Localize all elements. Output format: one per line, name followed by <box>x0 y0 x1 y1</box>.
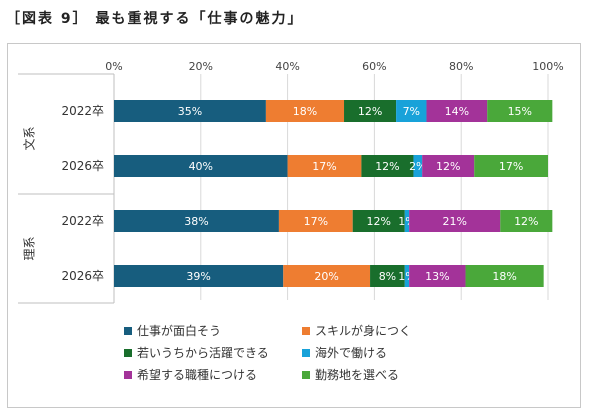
data-label: 12% <box>436 160 460 173</box>
legend-label: スキルが身につく <box>315 324 412 338</box>
category-label: 2026卒 <box>61 159 104 173</box>
legend-swatch <box>124 348 132 357</box>
bar-segment <box>370 265 405 287</box>
bar-segment <box>344 100 397 122</box>
data-label: 17% <box>499 160 523 173</box>
legend-item: 勤務地を選べる <box>302 366 399 383</box>
bar-segment <box>114 210 279 232</box>
legend-swatch <box>302 348 310 357</box>
group-label: 文系 <box>22 126 37 150</box>
data-label: 17% <box>304 215 328 228</box>
legend-label: 若いうちから活躍できる <box>137 346 269 360</box>
x-tick-label: 100% <box>532 60 563 73</box>
bar-segment <box>396 100 427 122</box>
x-tick-label: 20% <box>189 60 213 73</box>
data-label: 18% <box>293 105 317 118</box>
legend-item: 海外で働ける <box>302 344 387 361</box>
bar-segment <box>114 265 284 287</box>
bar-segment <box>114 100 266 122</box>
data-label: 18% <box>492 270 516 283</box>
x-tick-label: 40% <box>275 60 299 73</box>
bar-segment <box>278 210 353 232</box>
legend-item: 若いうちから活躍できる <box>124 344 269 361</box>
data-label: 12% <box>358 105 382 118</box>
bar-segment <box>409 265 466 287</box>
legend-swatch <box>302 326 310 335</box>
bar-segment <box>413 155 423 177</box>
legend-item: 仕事が面白そう <box>124 322 221 339</box>
chart-frame <box>7 43 581 408</box>
data-label: 40% <box>189 160 213 173</box>
bar-segment <box>487 100 553 122</box>
data-label: 20% <box>314 270 338 283</box>
data-label: 13% <box>425 270 449 283</box>
legend-label: 希望する職種につける <box>137 368 258 382</box>
category-label: 2026卒 <box>61 269 104 283</box>
legend-label: 仕事が面白そう <box>137 324 222 338</box>
bar-segment <box>426 100 488 122</box>
bar-segment <box>283 265 371 287</box>
group-label: 理系 <box>23 236 37 260</box>
bar-segment <box>361 155 414 177</box>
bar-segment <box>409 210 501 232</box>
figure-title: ［図表 9］ 最も重視する「仕事の魅力」 <box>6 11 304 27</box>
data-label: 17% <box>312 160 336 173</box>
category-label: 2022卒 <box>61 104 104 118</box>
data-label: 15% <box>508 105 532 118</box>
category-label: 2022卒 <box>61 214 104 228</box>
data-label: 35% <box>178 105 202 118</box>
x-tick-label: 0% <box>105 60 122 73</box>
data-label: 39% <box>186 270 210 283</box>
data-label: 14% <box>445 105 469 118</box>
bar-segment <box>265 100 345 122</box>
x-tick-label: 60% <box>362 60 386 73</box>
data-label: 7% <box>403 105 420 118</box>
bar-segment <box>352 210 405 232</box>
x-tick-label: 80% <box>449 60 473 73</box>
legend-item: 希望する職種につける <box>124 366 257 383</box>
bar-segment <box>114 155 288 177</box>
data-label: 38% <box>184 215 208 228</box>
legend-label: 勤務地を選べる <box>315 368 400 382</box>
bar-segment <box>287 155 362 177</box>
bar-segment <box>465 265 544 287</box>
bar-segment <box>404 265 410 287</box>
legend-swatch <box>124 370 132 379</box>
legend-swatch <box>124 326 132 335</box>
legend-item: スキルが身につく <box>302 322 411 339</box>
data-label: 12% <box>514 215 538 228</box>
data-label: 12% <box>375 160 399 173</box>
legend-label: 海外で働ける <box>315 346 388 360</box>
data-label: 8% <box>379 270 396 283</box>
bar-segment <box>474 155 548 177</box>
bar-segment <box>500 210 553 232</box>
bar-segment <box>404 210 410 232</box>
legend-swatch <box>302 370 310 379</box>
data-label: 12% <box>367 215 391 228</box>
data-label: 21% <box>442 215 466 228</box>
bar-segment <box>422 155 475 177</box>
